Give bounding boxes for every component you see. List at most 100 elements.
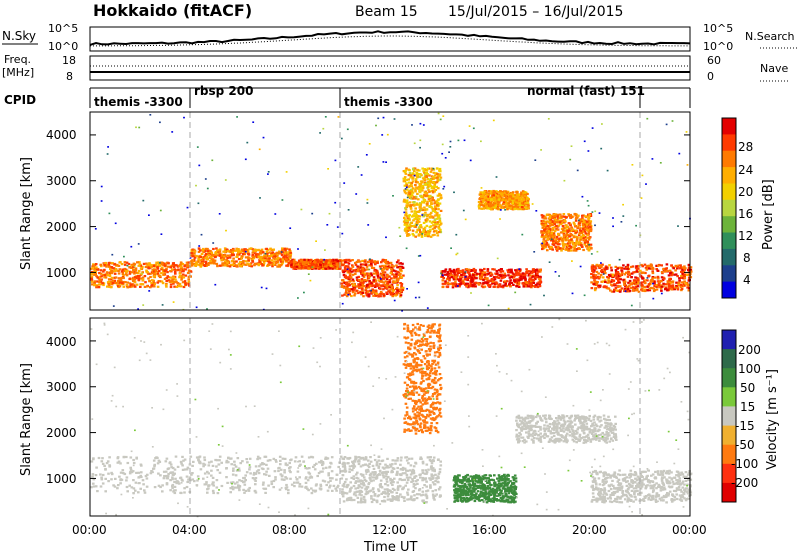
data-pixel xyxy=(475,277,478,280)
data-pixel xyxy=(582,239,585,242)
data-pixel xyxy=(542,238,546,241)
data-pixel xyxy=(473,269,476,272)
data-pixel xyxy=(212,247,215,251)
data-pixel xyxy=(104,261,107,265)
data-pixel xyxy=(416,217,419,220)
data-pixel xyxy=(590,247,593,250)
data-pixel xyxy=(480,285,484,288)
data-pixel xyxy=(623,289,626,292)
data-pixel xyxy=(615,289,618,292)
data-pixel xyxy=(125,273,128,276)
data-pixel xyxy=(426,200,429,203)
data-pixel xyxy=(556,215,559,218)
data-pixel xyxy=(655,288,659,291)
data-pixel xyxy=(482,281,485,284)
data-pixel xyxy=(486,198,490,201)
data-pixel xyxy=(497,198,501,201)
data-pixel xyxy=(522,204,526,208)
data-pixel xyxy=(380,284,383,287)
noise-pixel xyxy=(281,199,284,201)
data-pixel xyxy=(408,181,411,184)
data-pixel xyxy=(446,285,449,289)
data-pixel xyxy=(195,254,198,258)
data-pixel xyxy=(385,286,388,289)
data-pixel xyxy=(110,283,114,286)
data-pixel xyxy=(565,245,569,249)
data-pixel xyxy=(370,283,373,286)
data-pixel xyxy=(363,274,367,277)
data-pixel xyxy=(355,268,358,271)
data-pixel xyxy=(490,195,494,198)
data-pixel xyxy=(415,186,419,189)
data-pixel xyxy=(355,276,359,279)
data-pixel xyxy=(410,225,413,228)
data-pixel xyxy=(278,264,282,267)
data-pixel xyxy=(598,276,602,279)
data-pixel xyxy=(151,264,154,267)
data-pixel xyxy=(411,177,414,180)
data-pixel xyxy=(381,258,385,261)
data-pixel xyxy=(496,286,500,289)
noise-pixel xyxy=(141,272,143,275)
data-pixel xyxy=(418,226,421,229)
data-pixel xyxy=(407,227,411,230)
data-pixel xyxy=(500,205,503,208)
data-pixel xyxy=(365,279,369,282)
data-pixel xyxy=(689,266,693,269)
data-pixel xyxy=(326,267,330,270)
data-pixel xyxy=(669,277,672,280)
data-pixel xyxy=(318,267,321,270)
data-pixel xyxy=(507,271,510,274)
data-pixel xyxy=(128,270,132,273)
data-pixel xyxy=(660,280,663,283)
data-pixel xyxy=(200,260,204,263)
data-pixel xyxy=(538,285,542,288)
data-pixel xyxy=(686,286,689,289)
data-pixel xyxy=(562,213,566,216)
data-pixel xyxy=(443,269,447,272)
data-pixel xyxy=(410,185,414,188)
data-pixel xyxy=(626,286,629,289)
data-pixel xyxy=(477,272,480,276)
data-pixel xyxy=(627,271,631,274)
data-pixel xyxy=(683,280,686,283)
data-pixel xyxy=(533,285,537,288)
data-pixel xyxy=(549,235,553,238)
data-pixel xyxy=(486,268,490,271)
data-pixel xyxy=(483,204,487,208)
data-pixel xyxy=(430,221,434,224)
data-pixel xyxy=(113,272,117,275)
noise-pixel xyxy=(368,268,371,271)
noise-pixel xyxy=(419,254,422,257)
data-pixel xyxy=(562,227,566,230)
data-pixel xyxy=(395,288,398,291)
data-pixel xyxy=(538,270,542,273)
data-pixel xyxy=(516,278,519,281)
data-pixel xyxy=(483,271,487,274)
noise-pixel xyxy=(652,282,654,285)
data-pixel xyxy=(441,285,445,289)
data-pixel xyxy=(336,265,339,268)
data-pixel xyxy=(226,261,229,264)
data-pixel xyxy=(465,277,468,280)
data-pixel xyxy=(171,278,174,281)
data-pixel xyxy=(471,278,474,281)
data-pixel xyxy=(247,257,250,260)
data-pixel xyxy=(426,177,430,181)
data-pixel xyxy=(342,286,346,289)
data-pixel xyxy=(582,237,585,240)
data-pixel xyxy=(437,225,440,228)
data-pixel xyxy=(504,197,508,200)
data-pixel xyxy=(332,262,335,265)
data-pixel xyxy=(633,280,636,284)
data-pixel xyxy=(170,264,174,267)
data-pixel xyxy=(280,262,284,265)
data-pixel xyxy=(565,232,569,235)
data-pixel xyxy=(164,284,168,287)
noise-pixel xyxy=(195,306,198,309)
data-pixel xyxy=(376,285,379,288)
data-pixel xyxy=(167,262,170,265)
data-pixel xyxy=(389,291,392,294)
data-pixel xyxy=(433,226,436,229)
data-pixel xyxy=(243,250,246,253)
